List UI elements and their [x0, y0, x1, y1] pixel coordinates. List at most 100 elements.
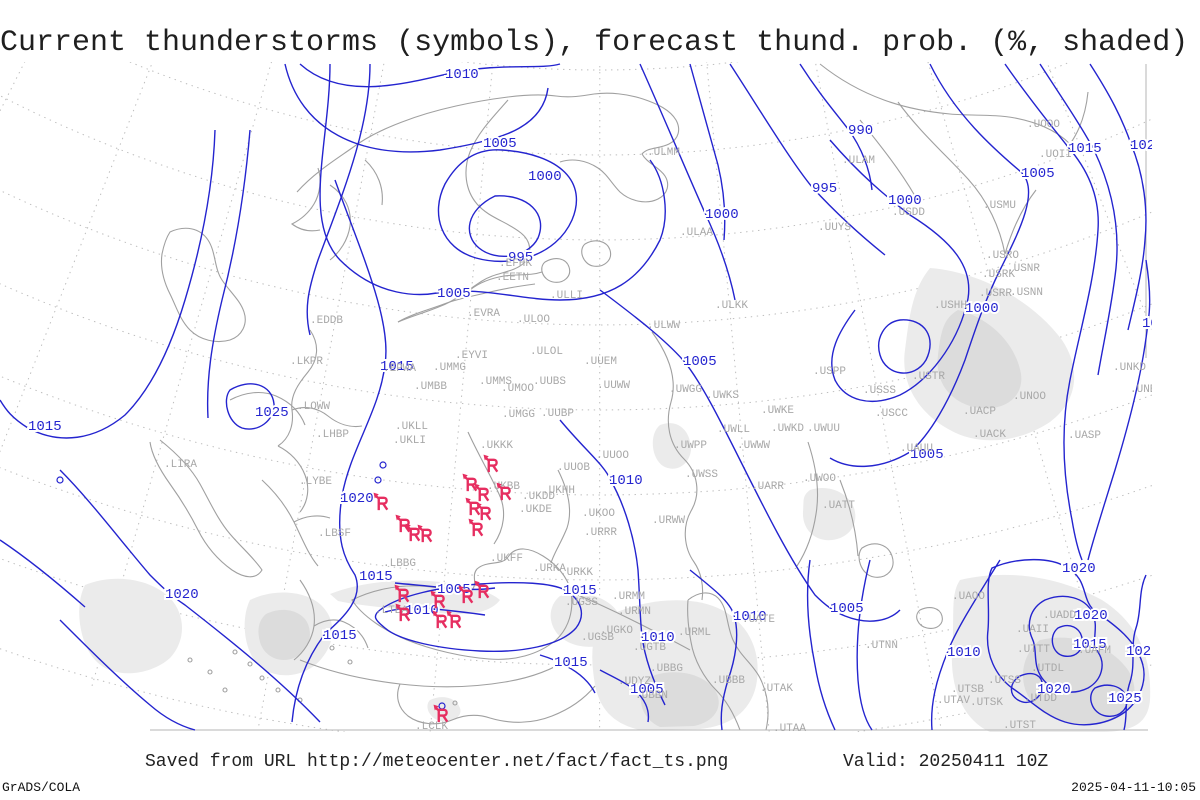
- station-id-label: .UKFF: [490, 553, 523, 565]
- station-id-label: .LKPR: [290, 356, 323, 368]
- contour-label: 1010: [641, 630, 675, 646]
- station-id-label: .USSS: [863, 385, 896, 397]
- station-id-label: .EFHK: [499, 258, 532, 270]
- station-id-label: .UUOO: [596, 450, 629, 462]
- station-id-label: .UTSS: [988, 675, 1021, 687]
- contour-label: 1000: [705, 207, 739, 223]
- station-id-label: .UNKD: [1113, 362, 1146, 374]
- station-id-label: .LYBE: [299, 476, 332, 488]
- contour-label: 1010: [733, 609, 767, 625]
- thunderstorm-icon: [475, 501, 492, 522]
- contour-label: 995: [812, 181, 837, 197]
- generated-timestamp: 2025-04-11-10:05: [1071, 780, 1196, 795]
- station-id-label: .USHH: [934, 300, 967, 312]
- page-title: Current thunderstorms (symbols), forecas…: [0, 26, 1189, 60]
- station-id-label: .UUEM: [584, 356, 617, 368]
- station-id-label: .UOOO: [1027, 119, 1060, 131]
- station-id-label: .EYVI: [455, 350, 488, 362]
- station-id-label: .UUBP: [541, 408, 574, 420]
- contour-label: 990: [848, 123, 873, 139]
- station-id-label: .EVRA: [467, 308, 500, 320]
- station-id-label: .UASP: [1068, 430, 1101, 442]
- footer-source-url: Saved from URL http://meteocenter.net/fa…: [145, 752, 729, 772]
- station-id-label: .UMOO: [501, 383, 534, 395]
- contour-label: 1010: [405, 603, 439, 619]
- station-id-label: .LBSF: [318, 528, 351, 540]
- isobar-lines: [0, 63, 1151, 731]
- station-id-label: .UATE: [742, 614, 775, 626]
- station-id-label: .USMU: [983, 200, 1016, 212]
- station-id-label: .UKKK: [480, 440, 513, 452]
- station-id-label: .UOII: [1039, 149, 1072, 161]
- station-id-label: .URWW: [652, 515, 685, 527]
- station-id-label: .ULLI: [550, 290, 583, 302]
- probability-shading: [79, 268, 1151, 732]
- station-id-label: .ULWW: [647, 320, 680, 332]
- thunderstorm-icon: [464, 496, 481, 517]
- contour-label: 1020: [340, 491, 374, 507]
- station-id-label: .UKHH: [542, 485, 575, 497]
- contour-label: 1015: [323, 628, 357, 644]
- contour-label: 1010: [947, 645, 981, 661]
- station-id-label: .UBBB: [712, 675, 745, 687]
- station-id-label: .LCLK: [415, 721, 448, 733]
- station-id-label: .UAUU: [900, 443, 933, 455]
- station-id-label: .USNN: [1010, 287, 1043, 299]
- station-id-label: .UKLI: [393, 435, 426, 447]
- contour-label: 1000: [965, 301, 999, 317]
- station-id-label: .ULAM: [842, 155, 875, 167]
- station-id-label: .UWKE: [761, 405, 794, 417]
- station-id-label: .UMMG: [433, 362, 466, 374]
- station-id-label: .URMM: [612, 591, 645, 603]
- station-id-label: .USRR: [979, 288, 1012, 300]
- station-id-label: .EETN: [496, 272, 529, 284]
- station-id-label: .URKK: [560, 567, 593, 579]
- station-id-label: .UMGG: [502, 409, 535, 421]
- contour-label: 1010: [609, 473, 643, 489]
- contour-label: 1015: [359, 569, 393, 585]
- station-id-label: .UTAK: [760, 683, 793, 695]
- contour-label: 1020: [1037, 682, 1071, 698]
- contour-label: 1015: [28, 419, 62, 435]
- contour-label: 1025: [255, 405, 289, 421]
- station-id-label: .UWSS: [685, 469, 718, 481]
- thunderstorm-icon: [467, 517, 484, 538]
- station-id-label: .UTSB: [951, 684, 984, 696]
- station-id-label: .UWOO: [803, 473, 836, 485]
- station-id-label: .LOWW: [297, 401, 330, 413]
- contour-label: 1005: [483, 136, 517, 152]
- station-id-label: .URMN: [618, 606, 651, 618]
- station-id-label: .UKDD: [522, 491, 555, 503]
- station-id-label: .UUBS: [533, 376, 566, 388]
- station-id-label: .USDD: [892, 207, 925, 219]
- station-id-label: .UMMS: [479, 376, 512, 388]
- station-id-label: .UWLL: [717, 424, 750, 436]
- station-id-label: .UWWW: [737, 440, 770, 452]
- station-labels: .EFHK .EETN .ULLI .EVRA .ULOO .EYVI .ULMM .ULAA…: [164, 119, 1152, 735]
- contour-label: 1010: [1142, 316, 1176, 332]
- isobar-labels: 1010 1005 1000 995 1005 990 995 1000 1000 1005 100…: [26, 65, 1176, 709]
- contour-label: 1015: [563, 583, 597, 599]
- contour-label: 1000: [888, 193, 922, 209]
- station-id-label: .USTR: [912, 371, 945, 383]
- contour-label: 995: [508, 250, 533, 266]
- contour-label: 1020: [165, 587, 199, 603]
- station-id-label: .ULOO: [517, 314, 550, 326]
- station-id-label: .LHBP: [316, 429, 349, 441]
- station-id-label: .UTAA: [773, 723, 806, 735]
- station-id-label: .UUWW: [597, 380, 630, 392]
- station-id-label: .UWPP: [674, 440, 707, 452]
- station-id-label: .UAFM: [1078, 645, 1111, 657]
- contour-label: 1015: [1073, 637, 1107, 653]
- thunderstorm-icon: [394, 513, 411, 534]
- map-layers: 1010 1005 1000 995 1005 990 995 1000 1000 1005 100…: [0, 62, 1176, 735]
- station-id-label: .UKLL: [395, 421, 428, 433]
- station-id-label: .URML: [678, 627, 711, 639]
- station-id-label: .UAOO: [952, 591, 985, 603]
- station-id-label: .UGSB: [581, 632, 614, 644]
- contour-label: 1005: [630, 682, 664, 698]
- grads-credit: GrADS/COLA: [2, 780, 81, 795]
- contour-label: 1015: [380, 359, 414, 375]
